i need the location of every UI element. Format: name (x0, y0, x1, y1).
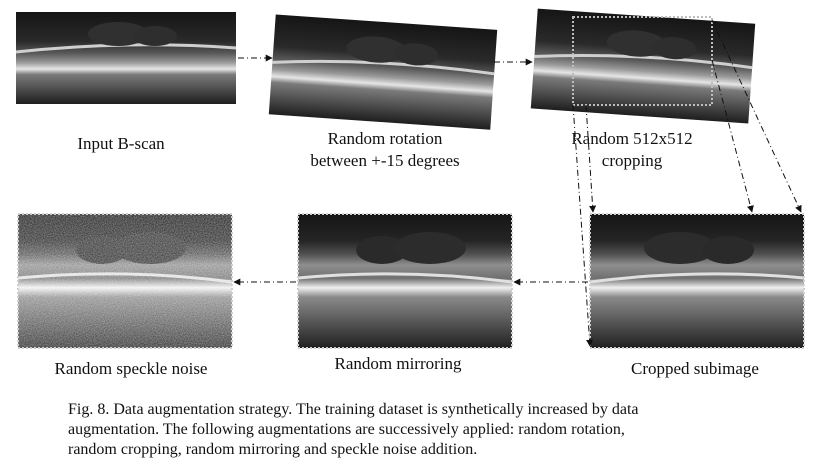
label-rotation-line2: between +-15 degrees (310, 151, 460, 170)
label-input-bscan: Input B-scan (77, 134, 165, 153)
label-rotation-line1: Random rotation (327, 129, 443, 148)
mirrored-image (297, 213, 513, 349)
label-crop-line2: cropping (601, 151, 663, 170)
figure-caption: Fig. 8. Data augmentation strategy. The … (68, 400, 758, 460)
label-random-rotation: Random rotation between +-15 degrees (290, 128, 480, 172)
arrow-crop-to-subimage-3 (711, 59, 754, 213)
input-bscan-image (15, 12, 237, 104)
label-crop-line1: Random 512x512 (571, 129, 693, 148)
arrow-crop-to-subimage-2 (585, 104, 597, 213)
crop-region-box (572, 16, 713, 106)
label-speckle-noise: Random speckle noise (54, 359, 208, 378)
caption-line3: random cropping, random mirroring and sp… (68, 441, 478, 458)
speckle-noise-image (17, 213, 233, 349)
arrow-crop-to-subimage-1 (572, 104, 594, 347)
label-cropped-subimage: Cropped subimage (631, 359, 759, 378)
arrow-crop-to-subimage-4 (711, 19, 802, 213)
crop-selection-image (530, 8, 756, 124)
caption-line1: Fig. 8. Data augmentation strategy. The … (68, 401, 639, 418)
caption-line2: augmentation. The following augmentation… (68, 421, 625, 438)
label-random-mirroring: Random mirroring (334, 354, 462, 373)
rotated-bscan-image (268, 14, 498, 130)
label-random-crop: Random 512x512 cropping (552, 128, 712, 172)
cropped-subimage-image (589, 213, 805, 349)
